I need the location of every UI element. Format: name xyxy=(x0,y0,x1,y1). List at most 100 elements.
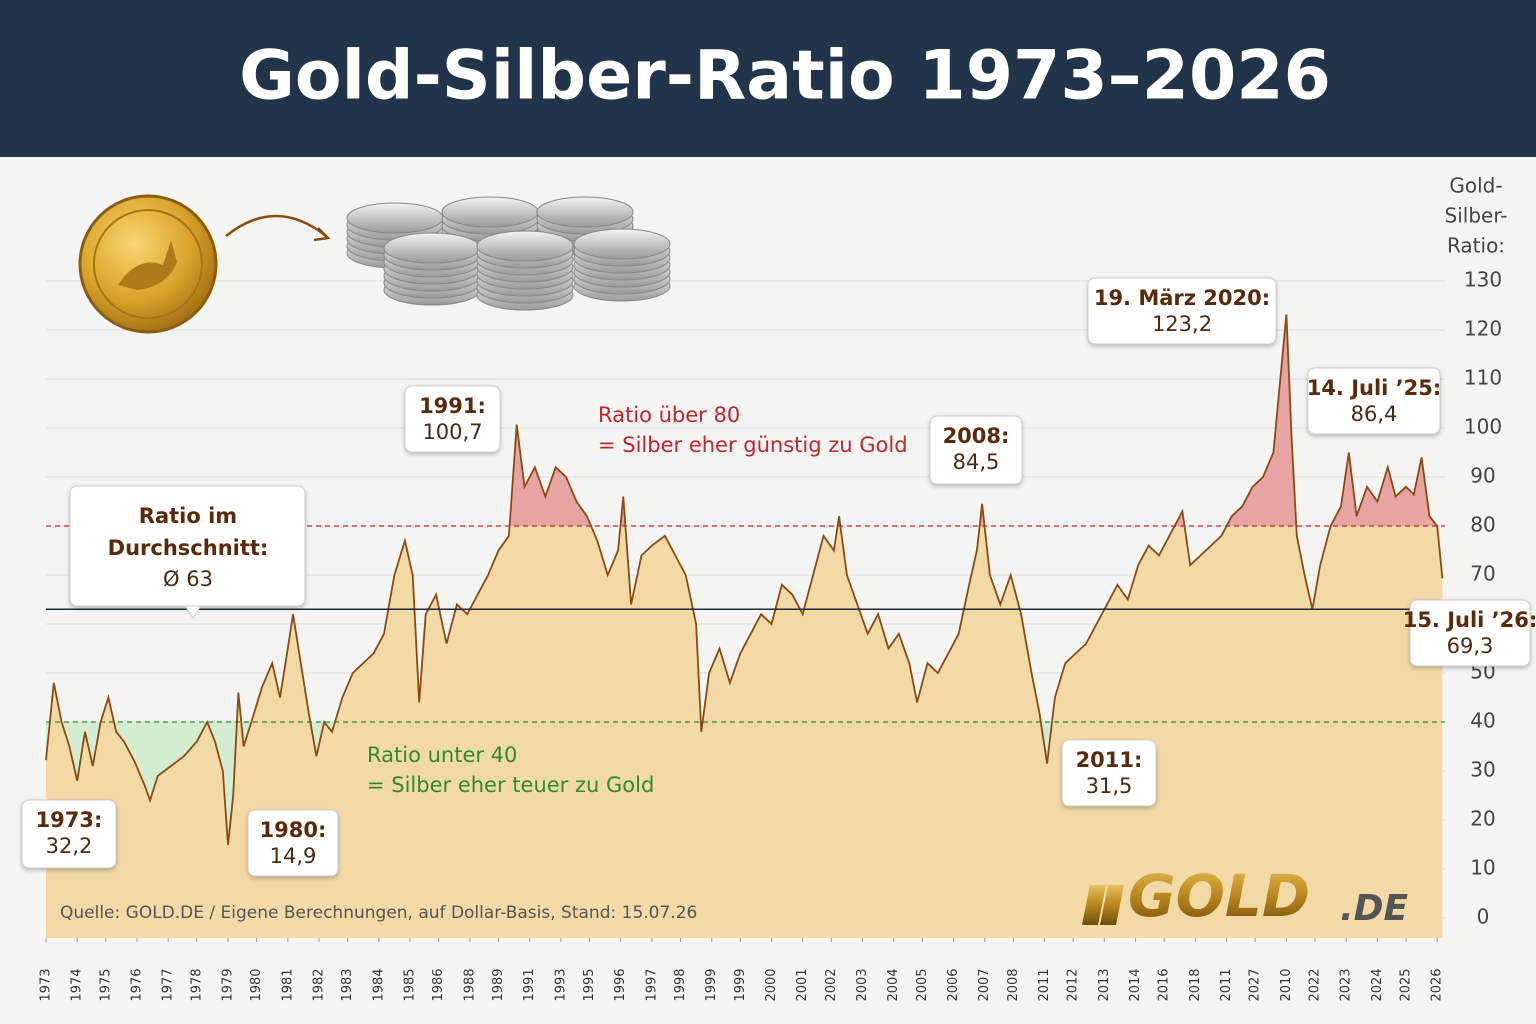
threshold-note: Ratio unter 40 xyxy=(367,743,517,767)
annotation-label: 1973: xyxy=(36,808,103,832)
callout-tip xyxy=(184,605,202,619)
x-tick-label: 1975 xyxy=(98,968,113,1001)
annotation-label: 2011: xyxy=(1076,748,1143,772)
source-note: Quelle: GOLD.DE / Eigene Berechnungen, a… xyxy=(60,903,697,923)
x-tick-label: 1983 xyxy=(340,968,355,1001)
average-value: Ø 63 xyxy=(163,567,213,591)
x-tick-label: 1986 xyxy=(431,968,446,1001)
x-tick-label: 2000 xyxy=(764,968,779,1001)
y-tick-label: 90 xyxy=(1470,464,1495,488)
y-tick-label: 100 xyxy=(1464,415,1502,439)
callout-box xyxy=(247,809,339,877)
coin xyxy=(536,196,634,228)
annotation-value: 86,4 xyxy=(1351,402,1398,426)
annotation-value: 32,2 xyxy=(46,834,93,858)
y-tick-label: 80 xyxy=(1470,513,1495,537)
x-tick-label: 2008 xyxy=(1006,968,1021,1001)
chart-title: Gold-Silber-Ratio 1973–2026 xyxy=(239,37,1331,116)
x-tick-label: 1981 xyxy=(280,968,295,1001)
annotation-label: 1980: xyxy=(260,818,327,842)
gold-coin xyxy=(78,194,218,334)
x-tick-label: 2006 xyxy=(946,968,961,1001)
y-axis-title: Gold- xyxy=(1449,174,1502,198)
x-tick-label: 1973 xyxy=(39,968,54,1001)
callout-box xyxy=(21,799,117,869)
x-tick-label: 2013 xyxy=(1097,968,1112,1001)
y-tick-label: 0 xyxy=(1477,905,1490,929)
annotation-value: 31,5 xyxy=(1086,774,1133,798)
x-tick-label: 1989 xyxy=(491,968,506,1001)
y-axis-title: Ratio: xyxy=(1447,234,1505,258)
ratio-line xyxy=(45,314,1444,846)
annotation-value: 100,7 xyxy=(422,420,482,444)
x-tick-label: 2002 xyxy=(824,968,839,1001)
x-tick-label: 1974 xyxy=(70,968,85,1001)
x-tick-label: 2023 xyxy=(1339,968,1354,1001)
x-tick-label: 2016 xyxy=(1157,968,1172,1001)
x-tick-label: 2026 xyxy=(1430,968,1445,1001)
logo-suffix: .DE xyxy=(1340,888,1409,929)
x-tick-label: 2025 xyxy=(1398,968,1413,1001)
x-tick-label: 1998 xyxy=(673,968,688,1001)
x-tick-label: 1999 xyxy=(733,968,748,1001)
x-tick-label: 1979 xyxy=(221,968,236,1001)
callout-box xyxy=(1307,367,1441,435)
callout-box xyxy=(1087,277,1277,345)
threshold-zone xyxy=(46,722,1053,845)
x-tick-label: 2011 xyxy=(1037,968,1052,1001)
x-tick-label: 1976 xyxy=(130,968,145,1001)
annotation-label: 19. März 2020: xyxy=(1094,286,1270,310)
arrow-head xyxy=(313,227,331,242)
x-tick-label: 1980 xyxy=(249,968,264,1001)
y-tick-label: 40 xyxy=(1470,709,1495,733)
y-tick-label: 110 xyxy=(1464,366,1502,390)
x-tick-label: 2003 xyxy=(855,968,870,1001)
logo-mark xyxy=(1082,885,1124,925)
y-tick-label: 20 xyxy=(1470,807,1495,831)
y-tick-label: 130 xyxy=(1464,268,1502,292)
x-tick-label: 1988 xyxy=(462,968,477,1001)
x-tick-label: 1999 xyxy=(704,968,719,1001)
coin xyxy=(346,202,444,234)
annotation-label: 14. Juli ’25: xyxy=(1307,376,1442,400)
y-tick-label: 30 xyxy=(1470,758,1495,782)
annotation-value: 14,9 xyxy=(270,844,317,868)
annotation-value: 69,3 xyxy=(1447,634,1494,658)
x-tick-label: 2010 xyxy=(1279,968,1294,1001)
x-tick-label: 1982 xyxy=(312,968,327,1001)
threshold-note: = Silber eher günstig zu Gold xyxy=(598,433,908,457)
x-tick-label: 2004 xyxy=(886,968,901,1001)
annotation-label: 2008: xyxy=(943,424,1010,448)
coin xyxy=(441,196,539,228)
x-tick-label: 2012 xyxy=(1066,968,1081,1001)
y-tick-label: 70 xyxy=(1470,562,1495,586)
x-tick-label: 1995 xyxy=(582,968,597,1001)
x-tick-label: 1977 xyxy=(161,968,176,1001)
y-tick-label: 10 xyxy=(1470,856,1495,880)
x-tick-label: 1978 xyxy=(189,968,204,1001)
x-tick-label: 1985 xyxy=(403,968,418,1001)
threshold-note: = Silber eher teuer zu Gold xyxy=(367,773,654,797)
average-label: Ratio im xyxy=(139,504,237,528)
annotation-value: 84,5 xyxy=(953,450,1000,474)
annotation-value: 123,2 xyxy=(1152,312,1212,336)
x-tick-label: 1993 xyxy=(553,968,568,1001)
x-tick-label: 1991 xyxy=(522,968,537,1001)
x-tick-label: 2007 xyxy=(977,968,992,1001)
annotation-label: 15. Juli ’26: xyxy=(1403,608,1536,632)
x-tick-label: 2014 xyxy=(1128,968,1143,1001)
callout-box xyxy=(1061,739,1157,807)
x-tick-label: 2022 xyxy=(1307,968,1322,1001)
x-tick-label: 2018 xyxy=(1188,968,1203,1001)
annotation-label: 1991: xyxy=(419,394,486,418)
threshold-note: Ratio über 80 xyxy=(598,403,740,427)
header-bar xyxy=(0,0,1536,157)
y-tick-label: 120 xyxy=(1464,317,1502,341)
x-tick-label: 2001 xyxy=(795,968,810,1001)
average-label: Durchschnitt: xyxy=(108,536,269,560)
x-tick-label: 1996 xyxy=(613,968,628,1001)
coin xyxy=(383,232,481,264)
x-tick-label: 1984 xyxy=(371,968,386,1001)
x-tick-label: 2011 xyxy=(1219,968,1234,1001)
